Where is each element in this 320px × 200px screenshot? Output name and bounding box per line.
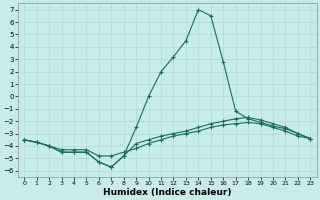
X-axis label: Humidex (Indice chaleur): Humidex (Indice chaleur) [103,188,232,197]
